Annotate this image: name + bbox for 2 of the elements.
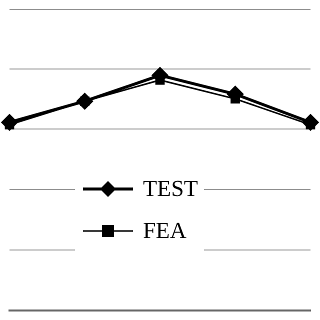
legend-label: FEA <box>143 218 186 244</box>
legend-label: TEST <box>143 176 198 202</box>
